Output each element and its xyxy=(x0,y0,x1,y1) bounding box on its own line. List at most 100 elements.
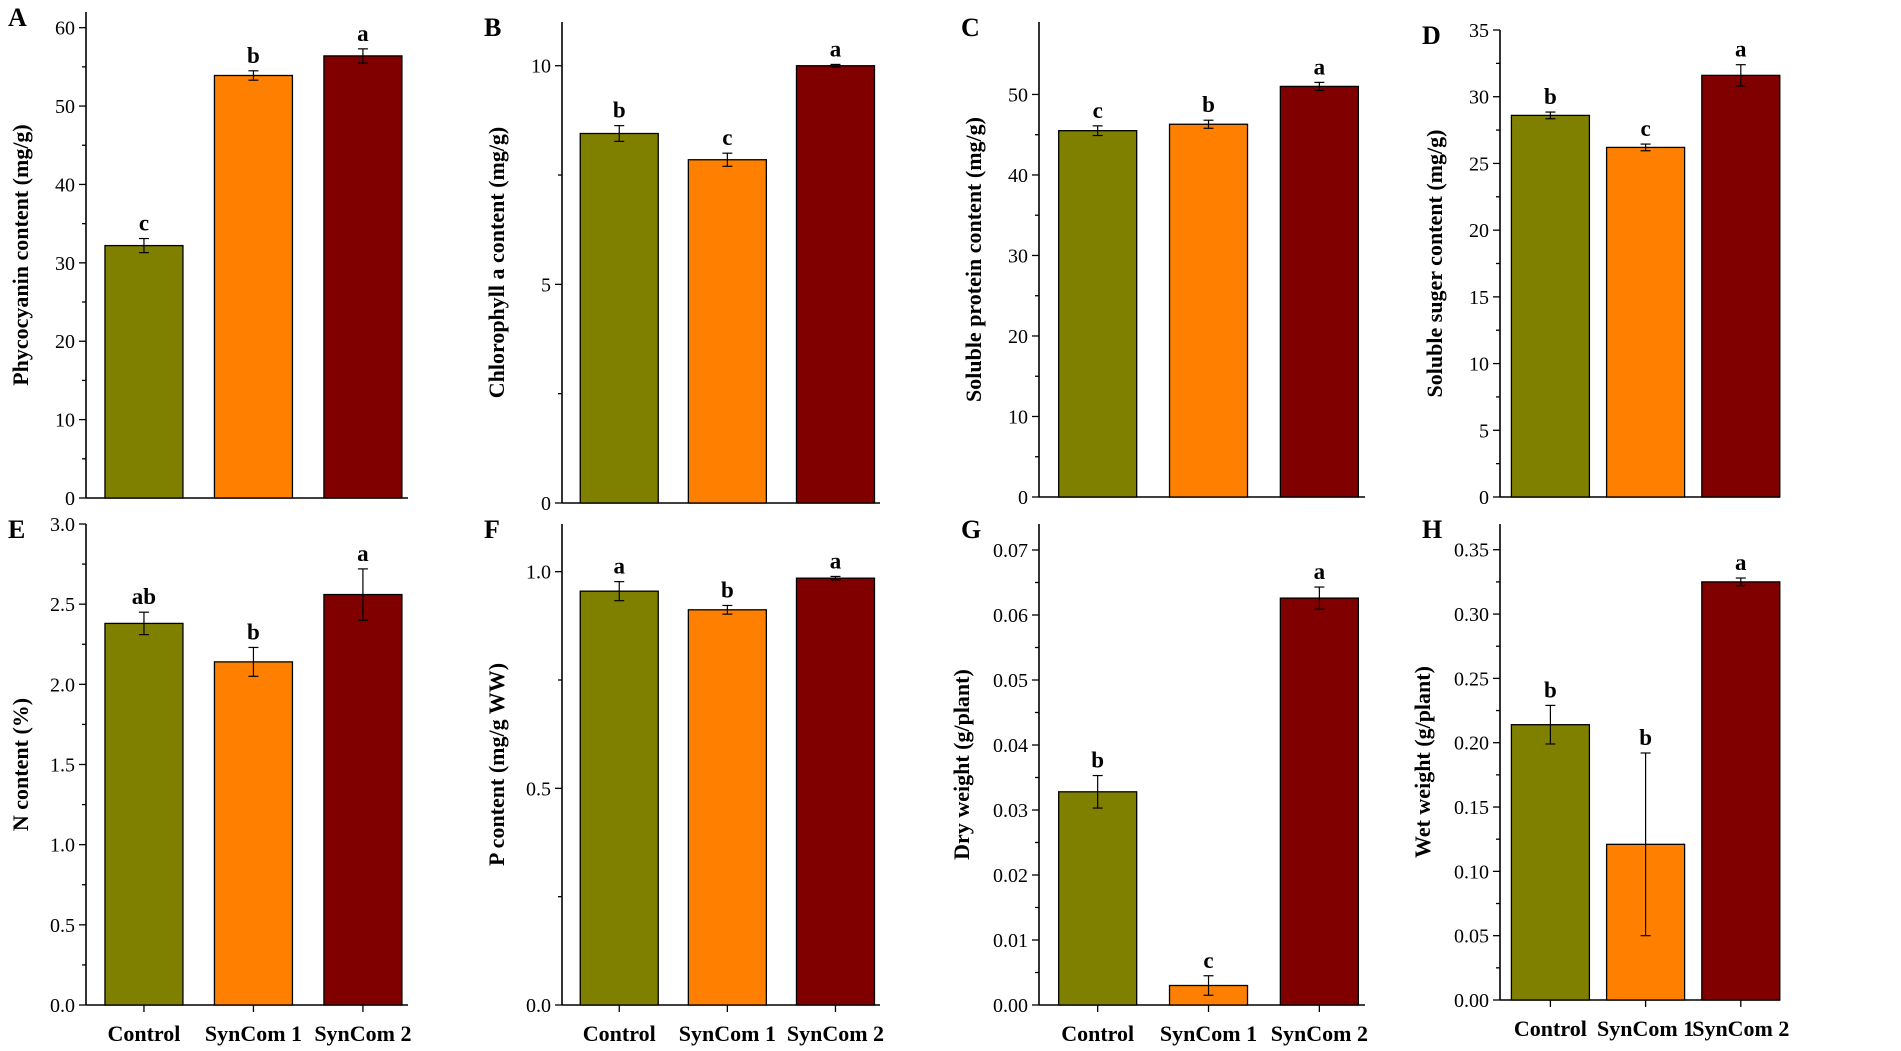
y-axis-label-a: Phycocyanin content (mg/g) xyxy=(8,124,33,386)
significance-letter-h-syncom1: b xyxy=(1639,725,1652,750)
bar-d-syncom2 xyxy=(1701,74,1781,498)
significance-letter-g-control: b xyxy=(1091,748,1104,773)
panel-letter-b: B xyxy=(484,13,501,42)
y-tick-label-d: 30 xyxy=(1469,87,1489,109)
y-tick-label-b: 10 xyxy=(531,56,551,78)
bar-c-syncom1 xyxy=(1168,123,1249,498)
y-tick-label-d: 10 xyxy=(1469,354,1489,376)
y-tick-label-c: 40 xyxy=(1008,165,1028,187)
y-tick-label-d: 20 xyxy=(1469,220,1489,242)
panel-b: B 0 5 10 Chlorophyll a content (mg/g) b c a xyxy=(484,13,880,515)
y-axis-label-g: Dry weight (g/plant) xyxy=(949,669,974,860)
y-tick-label-h: 0.10 xyxy=(1454,861,1489,883)
y-tick-label-h: 0.30 xyxy=(1454,604,1489,626)
panel-letter-h: H xyxy=(1422,515,1442,544)
bar-e-syncom1 xyxy=(213,661,294,1006)
y-axis-label-f: P content (mg/g WW) xyxy=(484,663,509,866)
bar-b-syncom1 xyxy=(687,159,768,504)
x-category-label-h-syncom2: SynCom 2 xyxy=(1692,1016,1789,1041)
significance-letter-d-syncom2: a xyxy=(1735,37,1747,62)
y-tick-label-c: 10 xyxy=(1008,406,1028,428)
panel-letter-g: G xyxy=(961,515,981,544)
y-tick-label-g: 0.07 xyxy=(993,540,1028,562)
bar-h-control xyxy=(1510,724,1591,1001)
x-category-label-e-syncom2: SynCom 2 xyxy=(314,1021,411,1046)
y-tick-label-g: 0.02 xyxy=(993,865,1028,887)
bar-h-syncom2 xyxy=(1701,581,1781,1001)
significance-letter-b-syncom2: a xyxy=(830,36,842,61)
y-axis-label-b: Chlorophyll a content (mg/g) xyxy=(484,127,509,399)
x-category-label-e-syncom1: SynCom 1 xyxy=(205,1021,302,1046)
y-tick-label-e: 2.0 xyxy=(50,674,75,696)
bar-e-control xyxy=(104,622,184,1006)
y-tick-label-e: 1.0 xyxy=(50,835,75,857)
significance-letter-h-syncom2: a xyxy=(1735,550,1747,575)
y-tick-label-h: 0.25 xyxy=(1454,668,1489,690)
y-axis-label-h: Wet weight (g/plant) xyxy=(1410,666,1435,858)
x-category-label-e-control: Control xyxy=(107,1021,180,1046)
y-tick-label-f: 0.0 xyxy=(526,995,551,1017)
y-tick-label-b: 5 xyxy=(541,274,551,296)
bar-g-control xyxy=(1058,791,1138,1006)
y-tick-label-e: 0.0 xyxy=(50,995,75,1017)
x-category-label-f-syncom1: SynCom 1 xyxy=(679,1021,776,1046)
significance-letter-f-syncom1: b xyxy=(721,577,734,602)
x-category-label-g-syncom1: SynCom 1 xyxy=(1160,1021,1257,1046)
y-tick-label-h: 0.15 xyxy=(1454,797,1489,819)
y-axis-label-e: N content (%) xyxy=(8,698,33,831)
x-category-label-h-control: Control xyxy=(1514,1016,1587,1041)
y-tick-label-h: 0.05 xyxy=(1454,926,1489,948)
bar-c-syncom2 xyxy=(1279,85,1360,498)
y-tick-label-d: 0 xyxy=(1479,487,1489,509)
significance-letter-e-syncom1: b xyxy=(247,619,260,644)
y-tick-label-b: 0 xyxy=(541,493,551,515)
panel-letter-d: D xyxy=(1422,21,1441,50)
y-tick-label-g: 0.00 xyxy=(993,995,1028,1017)
significance-letter-a-syncom2: a xyxy=(357,21,369,46)
y-tick-label-c: 0 xyxy=(1018,487,1028,509)
significance-letter-f-syncom2: a xyxy=(830,548,842,573)
panel-h: H 0.00 0.05 0.10 0.15 0.20 0.25 0.30 0.35 Wet wei… xyxy=(1410,515,1789,1041)
significance-letter-g-syncom1: c xyxy=(1203,948,1213,973)
x-category-label-h-syncom1: SynCom 1 xyxy=(1597,1016,1694,1041)
y-tick-label-c: 50 xyxy=(1008,84,1028,106)
y-tick-label-d: 25 xyxy=(1469,153,1489,175)
bar-b-syncom2 xyxy=(795,65,876,504)
panel-e: E0.00.51.01.52.02.53.0N content (%)abCon… xyxy=(8,514,412,1046)
y-tick-label-g: 0.03 xyxy=(993,800,1028,822)
y-tick-label-g: 0.06 xyxy=(993,605,1028,627)
bar-d-syncom1 xyxy=(1605,146,1686,498)
panel-letter-a: A xyxy=(8,3,27,32)
panel-f: F 0.0 0.5 1.0 P content (mg/g WW) a Control b Sy… xyxy=(484,515,884,1046)
panel-a: A 0 10 20 30 40 50 60 Phycocyanin content (mg/g)… xyxy=(8,3,408,510)
y-tick-label-a: 10 xyxy=(55,410,75,432)
y-tick-label-e: 1.5 xyxy=(50,755,75,777)
panel-letter-c: C xyxy=(961,13,980,42)
panel-d: D 0 5 10 15 20 25 30 35 Soluble suger content (mg… xyxy=(1422,20,1781,509)
x-category-label-g-control: Control xyxy=(1061,1021,1134,1046)
panel-g: G 0.00 0.01 0.02 0.03 0.04 0.05 0.06 0.07 Dry wei… xyxy=(949,515,1368,1046)
y-tick-label-g: 0.05 xyxy=(993,670,1028,692)
y-tick-label-d: 15 xyxy=(1469,287,1489,309)
x-category-label-f-syncom2: SynCom 2 xyxy=(787,1021,884,1046)
y-tick-label-h: 0.35 xyxy=(1454,540,1489,562)
y-axis-label-c: Soluble protein content (mg/g) xyxy=(961,117,986,402)
y-tick-label-h: 0.00 xyxy=(1454,990,1489,1012)
y-tick-label-a: 20 xyxy=(55,331,75,353)
bar-f-syncom2 xyxy=(795,577,876,1006)
y-tick-label-a: 60 xyxy=(55,18,75,40)
significance-letter-f-control: a xyxy=(613,554,625,579)
bar-e-syncom2 xyxy=(323,593,403,1006)
y-axis-label-d: Soluble suger content (mg/g) xyxy=(1422,130,1447,398)
x-category-label-f-control: Control xyxy=(583,1021,656,1046)
y-tick-label-a: 40 xyxy=(55,174,75,196)
bar-d-control xyxy=(1510,114,1591,498)
panel-letter-f: F xyxy=(484,515,500,544)
significance-letter-c-syncom1: b xyxy=(1202,92,1215,117)
panel-letter-e: E xyxy=(8,515,25,544)
significance-letter-a-syncom1: b xyxy=(247,43,260,68)
y-tick-label-c: 20 xyxy=(1008,326,1028,348)
significance-letter-c-control: c xyxy=(1093,98,1103,123)
bar-a-control xyxy=(104,244,184,499)
